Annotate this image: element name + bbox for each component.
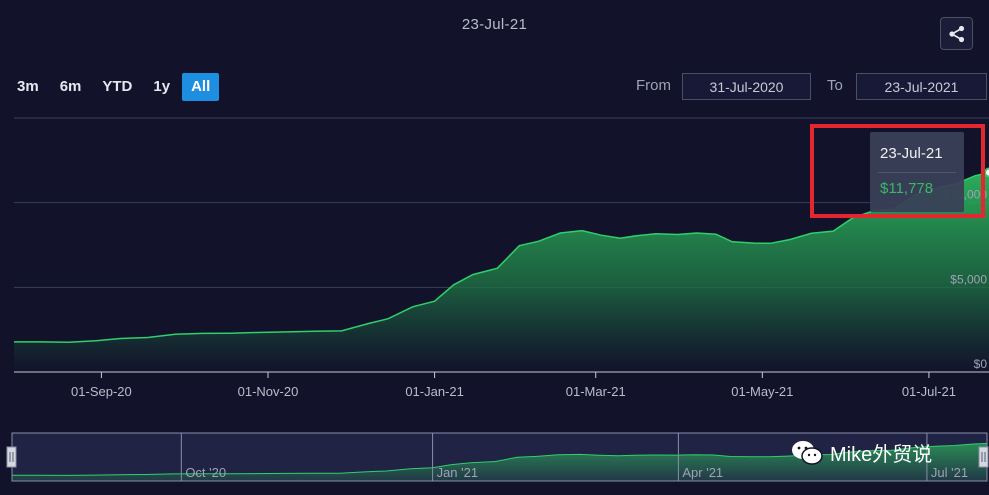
series-points [12,167,989,344]
data-point [536,239,540,243]
data-point [386,317,390,321]
from-date-input[interactable]: 31-Jul-2020 [682,73,811,100]
data-point [495,266,499,270]
data-point [255,331,259,335]
navigator[interactable]: Oct '20 Jan '21 Apr '21 Jul '21 [6,432,989,482]
data-point [452,283,456,287]
tooltip-value: $11,778 [880,180,934,197]
data-point [788,238,792,242]
hover-marker [984,167,989,178]
from-label: From [636,77,671,94]
data-point [654,232,658,236]
range-3m-button[interactable]: 3m [17,78,39,95]
data-point [730,240,734,244]
x-tick-label: 01-May-21 [731,384,793,399]
navigator-ticks: Oct '20 Jan '21 Apr '21 Jul '21 [180,433,968,481]
x-tick-label: 01-Jul-21 [902,384,956,399]
y-tick-label: $0 [974,357,988,371]
data-point [471,273,475,277]
data-point [12,340,16,344]
y-tick-label: $5,000 [950,272,987,286]
watermark: Mike外贸说 [790,438,932,467]
data-point [809,231,813,235]
data-point [599,233,603,237]
header-date: 23-Jul-21 [461,16,528,33]
data-point [94,339,98,343]
to-date-input[interactable]: 23-Jul-2021 [856,73,987,100]
navigator-tick-label: Jan '21 [437,465,479,480]
data-point [312,329,316,333]
navigator-area [12,443,987,481]
navigator-tick-label: Oct '20 [185,465,226,480]
data-point [973,174,977,178]
series-line [14,171,989,343]
data-point [433,299,437,303]
data-point [558,231,562,235]
range-selector: 3m 6m YTD 1y All [8,73,222,101]
data-point [367,321,371,325]
data-point [850,216,854,220]
data-point [769,241,773,245]
range-all-button[interactable]: All [182,73,220,101]
x-axis-ticks: 01-Sep-20 01-Nov-20 01-Jan-21 01-Mar-21 01-M… [71,372,956,399]
tooltip-divider [878,172,956,173]
watermark-text: Mike外贸说 [830,444,933,466]
wechat-icon [792,440,823,465]
data-point [517,244,521,248]
data-point [618,236,622,240]
data-point [752,241,756,245]
data-point [714,232,718,236]
range-ytd-button[interactable]: YTD [102,78,133,95]
share-button[interactable] [940,17,973,50]
data-point [695,231,699,235]
navigator-left-handle[interactable] [6,446,17,468]
data-point [173,332,177,336]
navigator-tick-label: Jul '21 [931,465,968,480]
share-icon [948,25,964,42]
x-tick-label: 01-Nov-20 [238,384,299,399]
data-point [676,233,680,237]
tooltip: 23-Jul-21 $11,778 [870,132,964,212]
data-point [580,229,584,233]
data-point [119,336,123,340]
data-point [635,234,639,238]
x-tick-label: 01-Sep-20 [71,384,132,399]
data-point [67,340,71,344]
navigator-tick-label: Apr '21 [682,465,723,480]
navigator-line [12,442,988,476]
data-point [200,331,204,335]
data-point [228,331,232,335]
tooltip-date: 23-Jul-21 [880,145,943,162]
data-point [39,340,43,344]
x-tick-label: 01-Jan-21 [405,384,464,399]
range-1y-button[interactable]: 1y [153,78,171,95]
data-point [146,335,150,339]
x-tick-label: 01-Mar-21 [566,384,626,399]
data-point [340,329,344,333]
range-6m-button[interactable]: 6m [59,78,82,95]
to-label: To [827,77,843,94]
data-point [285,330,289,334]
data-point [831,229,835,233]
series-area [14,172,989,372]
data-point [411,305,415,309]
navigator-right-handle[interactable] [978,446,989,468]
